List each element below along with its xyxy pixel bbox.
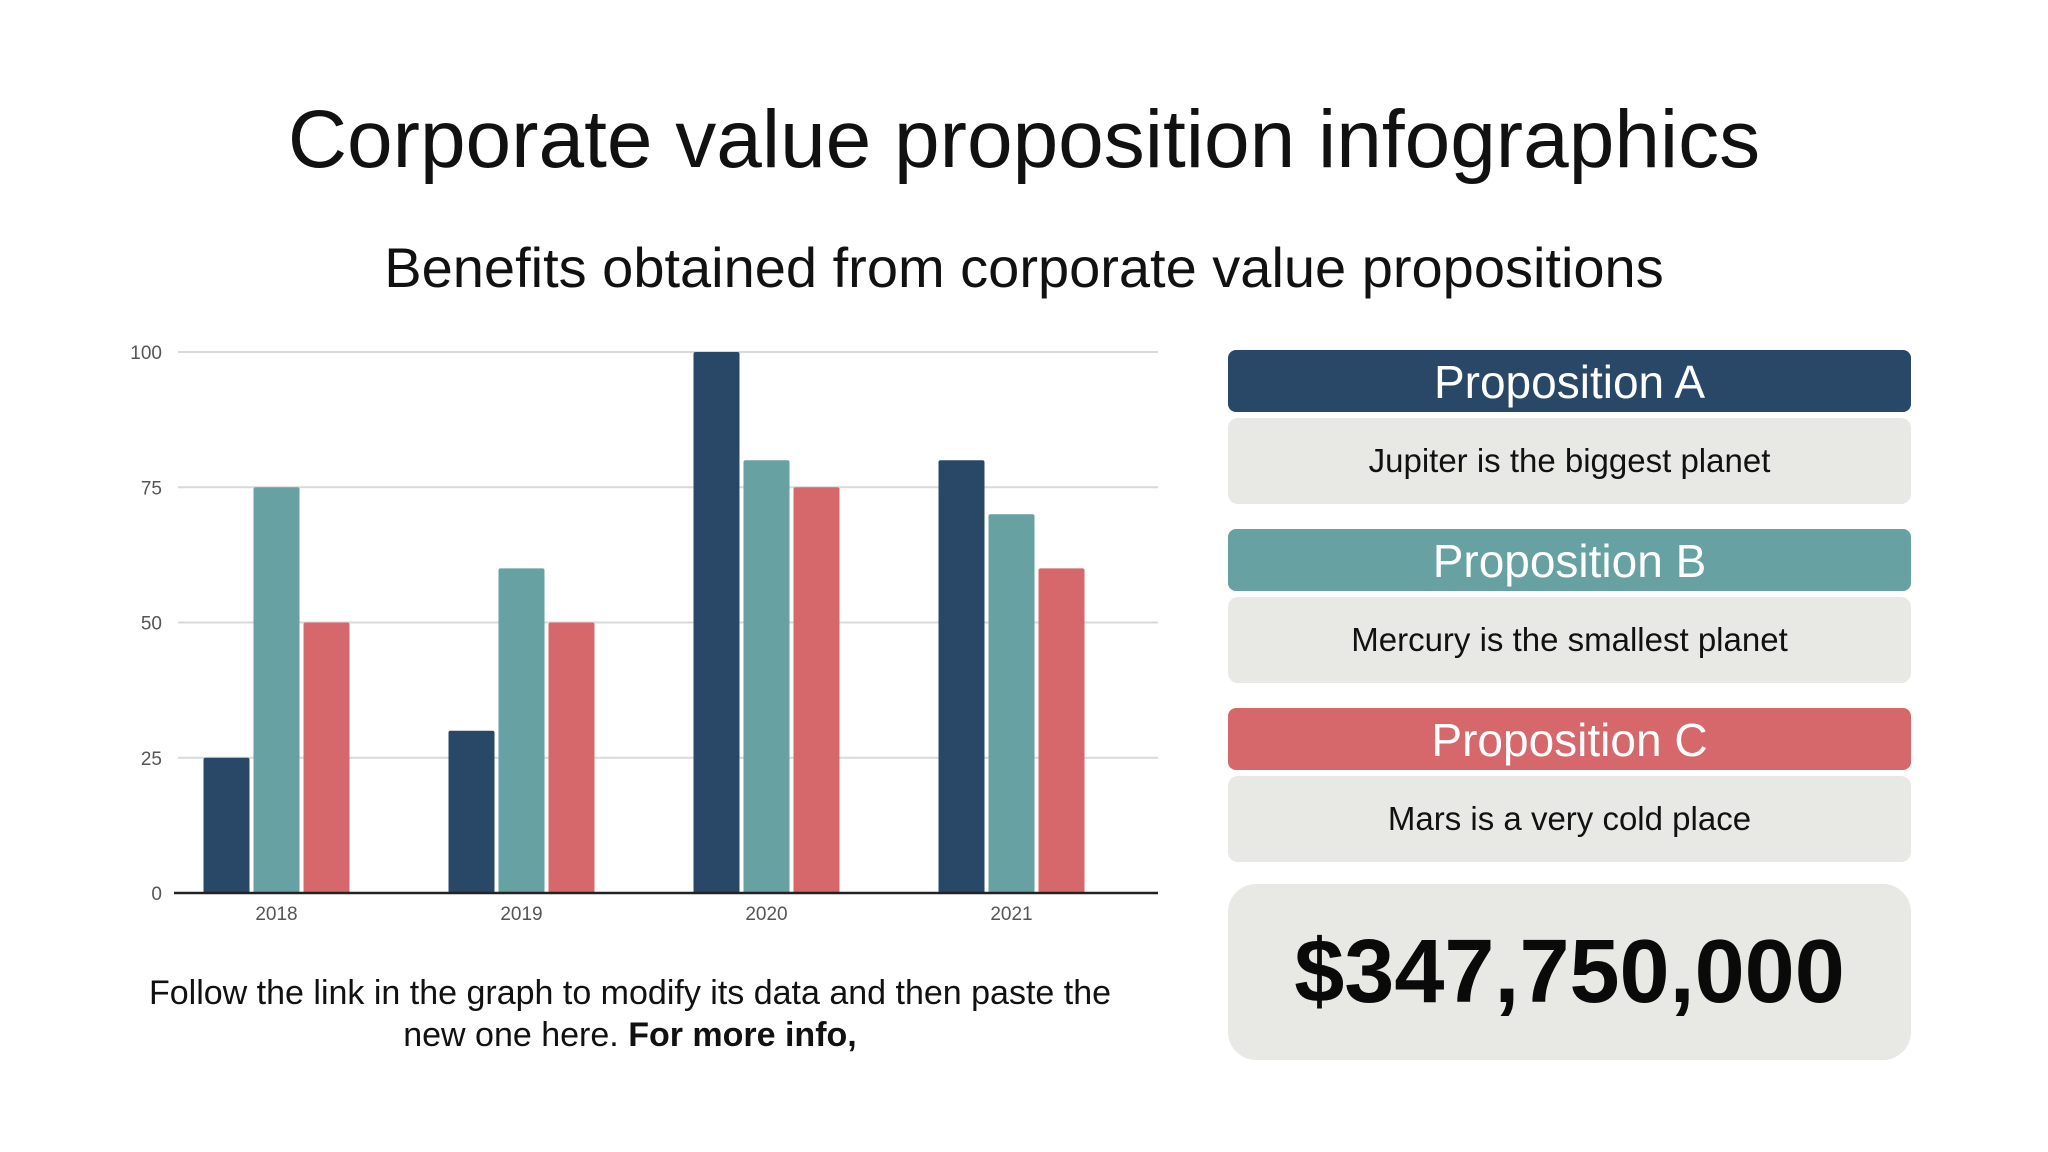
bar-2018-series-1 xyxy=(203,757,250,893)
y-tick-label: 25 xyxy=(141,749,162,770)
y-tick-label: 50 xyxy=(141,614,162,635)
bar-2019-series-2 xyxy=(498,568,545,893)
bar-2020-series-1 xyxy=(693,352,740,893)
chart-note: Follow the link in the graph to modify i… xyxy=(120,972,1140,1056)
bar-2020-series-3 xyxy=(793,487,840,893)
bar-2021-series-2 xyxy=(988,514,1035,893)
chart-note-link[interactable]: For more info, xyxy=(628,1016,857,1054)
bar-2018-series-3 xyxy=(303,622,350,893)
proposition-a-header: Proposition A xyxy=(1228,350,1911,412)
proposition-c-header: Proposition C xyxy=(1228,708,1911,770)
x-tick-label: 2021 xyxy=(990,904,1032,925)
proposition-c-body: Mars is a very cold place xyxy=(1228,776,1911,862)
bar-2018-series-2 xyxy=(253,487,300,893)
bar-chart-svg: 0 25 50 75 100 2018 2019 2020 2021 xyxy=(130,343,1158,925)
y-tick-label: 75 xyxy=(141,478,162,499)
bar-2021-series-1 xyxy=(938,460,985,893)
x-tick-label: 2018 xyxy=(255,904,297,925)
y-tick-label: 100 xyxy=(130,343,162,364)
bar-2019-series-1 xyxy=(448,730,495,893)
page-title: Corporate value proposition infographics xyxy=(287,94,1761,185)
bar-chart[interactable]: 0 25 50 75 100 2018 2019 2020 2021 xyxy=(110,330,1180,940)
chart-note-text: Follow the link in the graph to modify i… xyxy=(148,974,1112,1054)
x-tick-label: 2020 xyxy=(745,904,787,925)
proposition-b-body: Mercury is the smallest planet xyxy=(1228,597,1911,683)
proposition-a-body: Jupiter is the biggest planet xyxy=(1228,418,1911,504)
proposition-b-header: Proposition B xyxy=(1228,529,1911,591)
page-subtitle: Benefits obtained from corporate value p… xyxy=(384,236,1664,299)
y-tick-label: 0 xyxy=(151,884,162,905)
x-tick-label: 2019 xyxy=(500,904,542,925)
total-value: $347,750,000 xyxy=(1228,884,1911,1060)
bar-2021-series-3 xyxy=(1038,568,1085,893)
bar-2020-series-2 xyxy=(743,460,790,893)
bar-2019-series-3 xyxy=(548,622,595,893)
